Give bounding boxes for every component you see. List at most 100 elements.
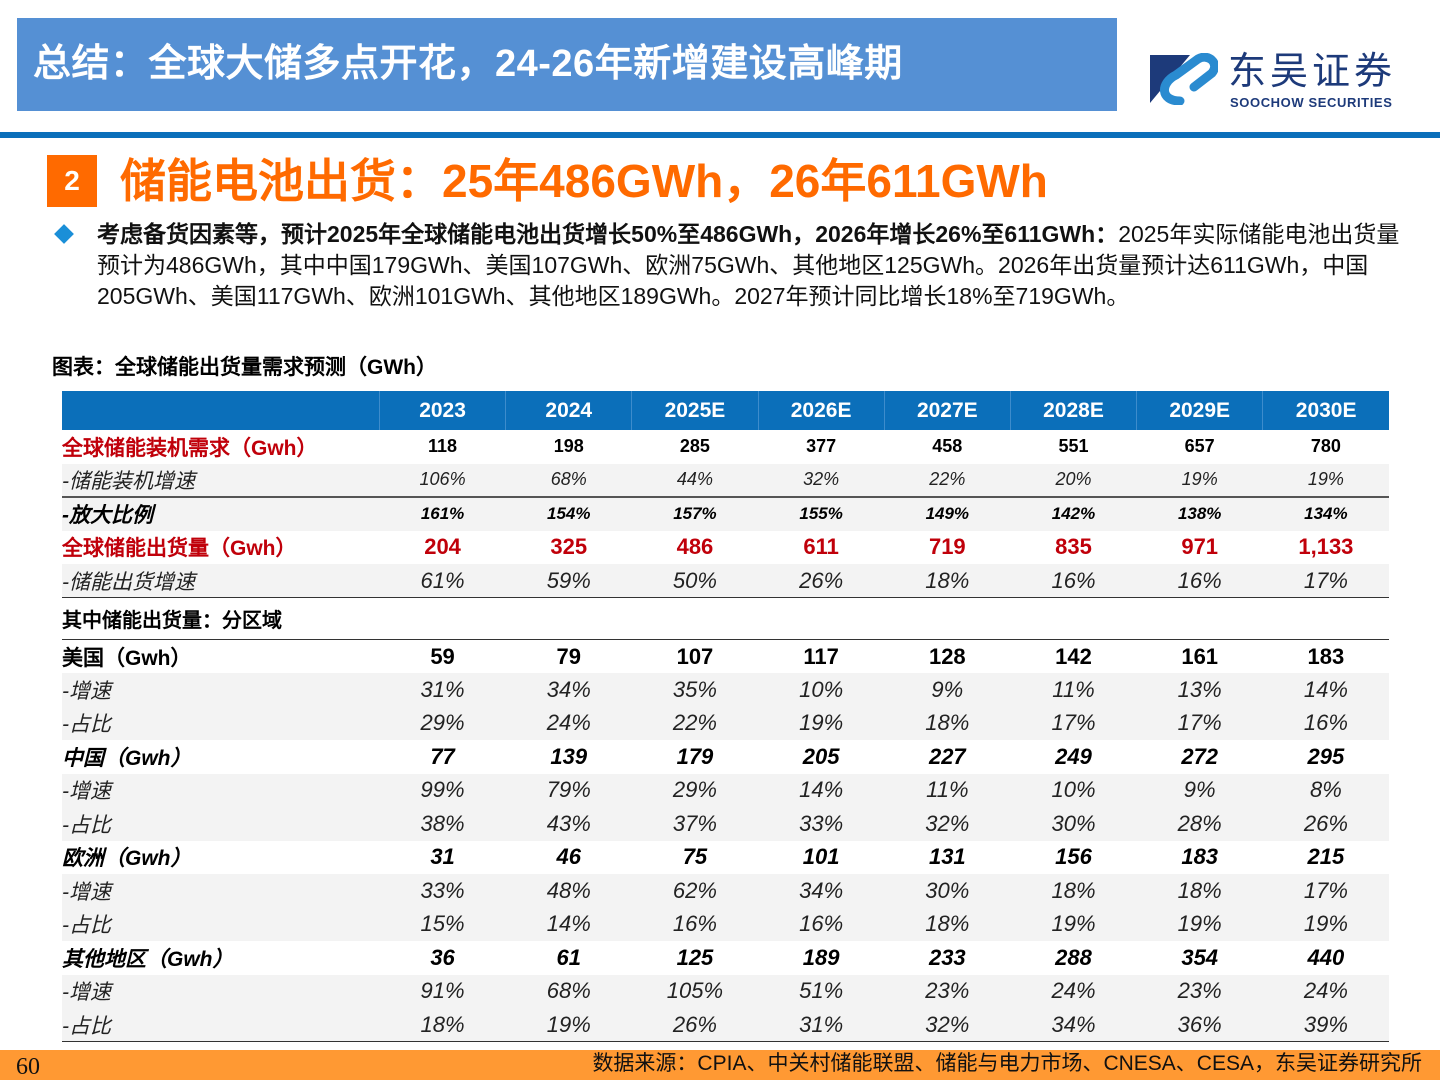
- row-us-growth: -增速 31% 34% 35% 10% 9% 11% 13% 14%: [62, 673, 1389, 707]
- table-cell: 205: [802, 743, 840, 769]
- table-cell: 79%: [505, 773, 632, 807]
- table-cell: 32%: [884, 1008, 1011, 1042]
- table-cell: 68%: [505, 463, 632, 497]
- table-cell: 486: [676, 534, 714, 560]
- row-china-share: -占比 38% 43% 37% 33% 32% 30% 28% 26%: [62, 807, 1389, 841]
- table-cell: 233: [928, 944, 966, 970]
- table-cell: 34%: [505, 673, 632, 707]
- table-cell: 34%: [1010, 1008, 1137, 1042]
- row-europe-share: -占比 15% 14% 16% 16% 18% 19% 19% 19%: [62, 907, 1389, 941]
- table-cell: 458: [932, 436, 963, 457]
- table-cell: 16%: [1136, 564, 1263, 598]
- table-cell: 106%: [379, 463, 506, 497]
- row-label: -增速: [62, 874, 380, 908]
- data-source-note: 数据来源：CPIA、中关村储能联盟、储能与电力市场、CNESA、CESA，东吴证…: [592, 1052, 1422, 1075]
- table-cell: 39%: [1262, 1008, 1389, 1042]
- table-cell: 19%: [1010, 907, 1137, 941]
- table-cell: 125: [676, 944, 714, 970]
- row-label: -增速: [62, 773, 380, 807]
- table-cell: 48%: [505, 874, 632, 908]
- table-cell: 19%: [758, 706, 885, 740]
- table-cell: 131: [928, 844, 966, 870]
- table-header-row: 2023 2024 2025E 2026E 2027E 2028E 2029E …: [62, 391, 1389, 430]
- row-label: 中国（Gwh）: [62, 746, 192, 770]
- table-cell: 440: [1307, 944, 1345, 970]
- table-cell: 15%: [379, 907, 506, 941]
- table-cell: 32%: [884, 807, 1011, 841]
- logo-english-name: SOOCHOW SECURITIES: [1230, 95, 1393, 110]
- table-cell: 227: [928, 743, 966, 769]
- table-cell: 19%: [505, 1008, 632, 1042]
- table-cell: 118: [428, 436, 458, 457]
- table-cell: 157%: [631, 496, 759, 531]
- table-cell: 183: [1307, 643, 1345, 669]
- table-cell: 105%: [631, 974, 759, 1008]
- table-cell: 30%: [1010, 807, 1137, 841]
- table-cell: 11%: [884, 773, 1011, 807]
- table-cell: 215: [1307, 844, 1345, 870]
- table-cell: 59%: [505, 564, 632, 598]
- row-china-growth: -增速 99% 79% 29% 14% 11% 10% 9% 8%: [62, 773, 1389, 807]
- header-cell-year: 2023: [378, 391, 506, 430]
- table-cell: 61%: [379, 564, 506, 598]
- header-cell-year: 2027E: [883, 391, 1011, 430]
- table-cell: [1010, 597, 1137, 640]
- section-number-badge: 2: [47, 155, 97, 207]
- row-global-shipment: 全球储能出货量（Gwh） 204 325 486 611 719 835 971 1,133: [62, 531, 1389, 565]
- slide-title: 总结：全球大储多点开花，24-26年新增建设高峰期: [17, 18, 1117, 111]
- table-cell: 24%: [505, 706, 632, 740]
- shipment-forecast-table: 2023 2024 2025E 2026E 2027E 2028E 2029E …: [62, 391, 1389, 1042]
- summary-bold-lead: 考虑备货因素等，预计2025年全球储能电池出货增长50%至486GWh，2026…: [97, 221, 1119, 247]
- row-regional-subheader: 其中储能出货量：分区域: [62, 597, 1389, 640]
- table-cell: 31: [430, 844, 455, 870]
- table-cell: 138%: [1136, 496, 1263, 531]
- table-cell: 183: [1181, 844, 1219, 870]
- table-cell: 354: [1181, 944, 1219, 970]
- table-cell: 19%: [1136, 907, 1263, 941]
- table-cell: 10%: [758, 673, 885, 707]
- table-cell: 62%: [631, 874, 759, 908]
- row-other: 其他地区（Gwh） 36 61 125 189 233 288 354 440: [62, 941, 1389, 975]
- table-cell: 780: [1310, 436, 1341, 457]
- table-cell: [758, 597, 885, 640]
- table-cell: 10%: [1010, 773, 1137, 807]
- table-cell: 17%: [1262, 564, 1389, 598]
- table-cell: 139: [550, 743, 588, 769]
- table-cell: 23%: [884, 974, 1011, 1008]
- row-label: 其中储能出货量：分区域: [62, 597, 380, 640]
- summary-body: 2025年实际储能电池出货量预计为486GWh，其中中国179GWh、美国107…: [97, 221, 1400, 309]
- row-label: -占比: [62, 807, 380, 841]
- table-cell: [631, 597, 759, 640]
- row-label: -占比: [62, 706, 380, 740]
- table-cell: 38%: [379, 807, 506, 841]
- table-cell: 31%: [758, 1008, 885, 1042]
- table-cell: 1,133: [1298, 534, 1354, 560]
- table-cell: 44%: [631, 463, 759, 497]
- row-label: 其他地区（Gwh）: [62, 947, 234, 971]
- header-cell-year: 2029E: [1136, 391, 1263, 430]
- row-label: -放大比例: [62, 496, 380, 531]
- row-us-share: -占比 29% 24% 22% 19% 18% 17% 17% 16%: [62, 706, 1389, 740]
- footer-bar: 60 数据来源：CPIA、中关村储能联盟、储能与电力市场、CNESA、CESA，…: [0, 1050, 1440, 1080]
- table-cell: 377: [806, 436, 837, 457]
- section-title: 储能电池出货：25年486GWh，26年611GWh: [120, 155, 1048, 207]
- table-cell: 18%: [1010, 874, 1137, 908]
- table-cell: 14%: [1262, 673, 1389, 707]
- table-cell: 22%: [631, 706, 759, 740]
- table-cell: 179: [676, 743, 714, 769]
- table-cell: 31%: [379, 673, 506, 707]
- row-shipment-growth: -储能出货增速 61% 59% 50% 26% 18% 16% 16% 17%: [62, 564, 1389, 598]
- header-cell-year: 2030E: [1262, 391, 1389, 430]
- table-cell: 16%: [1010, 564, 1137, 598]
- table-cell: 18%: [1136, 874, 1263, 908]
- table-cell: 18%: [884, 706, 1011, 740]
- table-cell: 128: [928, 643, 966, 669]
- table-cell: 285: [679, 436, 710, 457]
- row-label: 欧洲（Gwh）: [62, 847, 192, 871]
- row-europe: 欧洲（Gwh） 31 46 75 101 131 156 183 215: [62, 841, 1389, 875]
- row-us: 美国（Gwh） 59 79 107 117 128 142 161 183: [62, 640, 1389, 674]
- table-cell: [505, 597, 632, 640]
- table-cell: 33%: [758, 807, 885, 841]
- table-cell: 142: [1055, 643, 1092, 669]
- table-cell: 272: [1181, 743, 1219, 769]
